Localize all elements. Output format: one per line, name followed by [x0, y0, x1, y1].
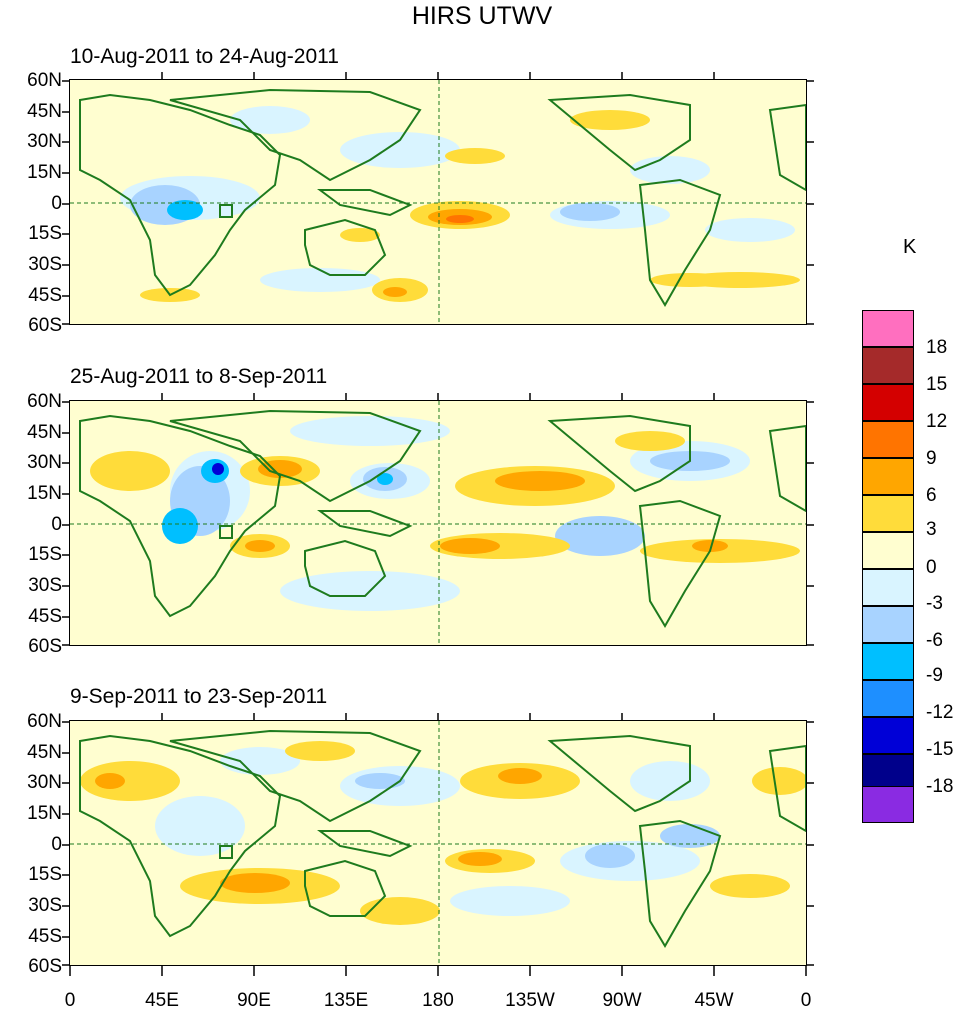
lat-label: 30S: [28, 254, 62, 275]
lat-label: 0: [51, 834, 62, 855]
colorbar-level-label: -12: [926, 702, 954, 723]
colorbar-box: [862, 786, 914, 823]
coastlines: [79, 88, 806, 307]
lat-label: 60N: [27, 711, 62, 732]
lat-label: 45S: [28, 606, 62, 627]
colorbar-box: [862, 310, 914, 347]
lon-label: 90W: [602, 990, 642, 1011]
map-panel-2: [69, 400, 807, 646]
colorbar-level-label: -18: [926, 776, 954, 797]
lon-label: 90E: [237, 990, 271, 1011]
lat-label: 60S: [28, 956, 62, 977]
anomaly-blobs-negative: [155, 747, 720, 916]
lon-label: 135W: [505, 990, 555, 1011]
colorbar-level-label: 6: [926, 485, 937, 506]
lat-label: 45S: [28, 926, 62, 947]
lon-label: 135E: [323, 990, 369, 1011]
lat-label: 0: [51, 193, 62, 214]
panel-3-label: 9-Sep-2011 to 23-Sep-2011: [70, 685, 328, 708]
lat-label: 60N: [27, 70, 62, 91]
colorbar-box: [862, 754, 914, 791]
colorbar-level-label: 12: [926, 411, 948, 432]
lat-label: 45N: [27, 742, 62, 763]
colorbar-box: [862, 532, 914, 569]
lat-label: 15S: [28, 544, 62, 565]
colorbar-box: [862, 421, 914, 458]
anomaly-blobs-positive: [90, 431, 800, 563]
lat-label: 30N: [27, 772, 62, 793]
colorbar-box: [862, 384, 914, 421]
map-panel-3: [69, 720, 807, 966]
lat-label: 60S: [28, 636, 62, 657]
colorbar-unit: K: [903, 236, 917, 258]
colorbar-box: [862, 643, 914, 680]
map-panel-1: [69, 79, 807, 325]
lat-label: 30N: [27, 452, 62, 473]
lat-label: 15S: [28, 223, 62, 244]
lat-label: 15N: [27, 483, 62, 504]
colorbar-box: [862, 347, 914, 384]
colorbar-level-label: -15: [926, 739, 954, 760]
lon-label: 45W: [694, 990, 734, 1011]
colorbar-level-label: -3: [926, 593, 943, 614]
lon-label: 0: [64, 990, 76, 1011]
lat-label: 45S: [28, 285, 62, 306]
colorbar-box: [862, 458, 914, 495]
panel-2-label: 25-Aug-2011 to 8-Sep-2011: [70, 365, 328, 388]
lat-label: 30S: [28, 575, 62, 596]
colorbar-level-label: 18: [926, 337, 948, 358]
colorbar-box: [862, 717, 914, 754]
lon-label: 45E: [145, 990, 179, 1011]
lon-label: 180: [422, 990, 454, 1011]
anomaly-blobs-positive: [140, 110, 800, 302]
colorbar-box: [862, 606, 914, 643]
colorbar-box: [862, 569, 914, 606]
lat-label: 60S: [28, 315, 62, 336]
lat-label: 30N: [27, 131, 62, 152]
colorbar-level-label: 15: [926, 374, 948, 395]
colorbar-box: [862, 495, 914, 532]
lat-label: 15N: [27, 803, 62, 824]
anomaly-blobs-positive: [80, 741, 806, 925]
colorbar-level-label: 3: [926, 519, 937, 540]
panel-1-label: 10-Aug-2011 to 24-Aug-2011: [70, 45, 339, 68]
lat-label: 45N: [27, 101, 62, 122]
lat-label: 0: [51, 514, 62, 535]
lon-label: 0: [800, 990, 812, 1011]
colorbar-level-label: 0: [926, 557, 937, 578]
colorbar-level-label: 9: [926, 448, 937, 469]
colorbar-level-label: -9: [926, 665, 943, 686]
lat-label: 15S: [28, 864, 62, 885]
figure-title: HIRS UTWV: [411, 2, 553, 30]
coastlines: [79, 409, 806, 628]
lat-label: 30S: [28, 895, 62, 916]
lat-label: 15N: [27, 162, 62, 183]
lat-label: 45N: [27, 422, 62, 443]
lat-label: 60N: [27, 391, 62, 412]
colorbar-level-label: -6: [926, 630, 943, 651]
colorbar-box: [862, 680, 914, 717]
